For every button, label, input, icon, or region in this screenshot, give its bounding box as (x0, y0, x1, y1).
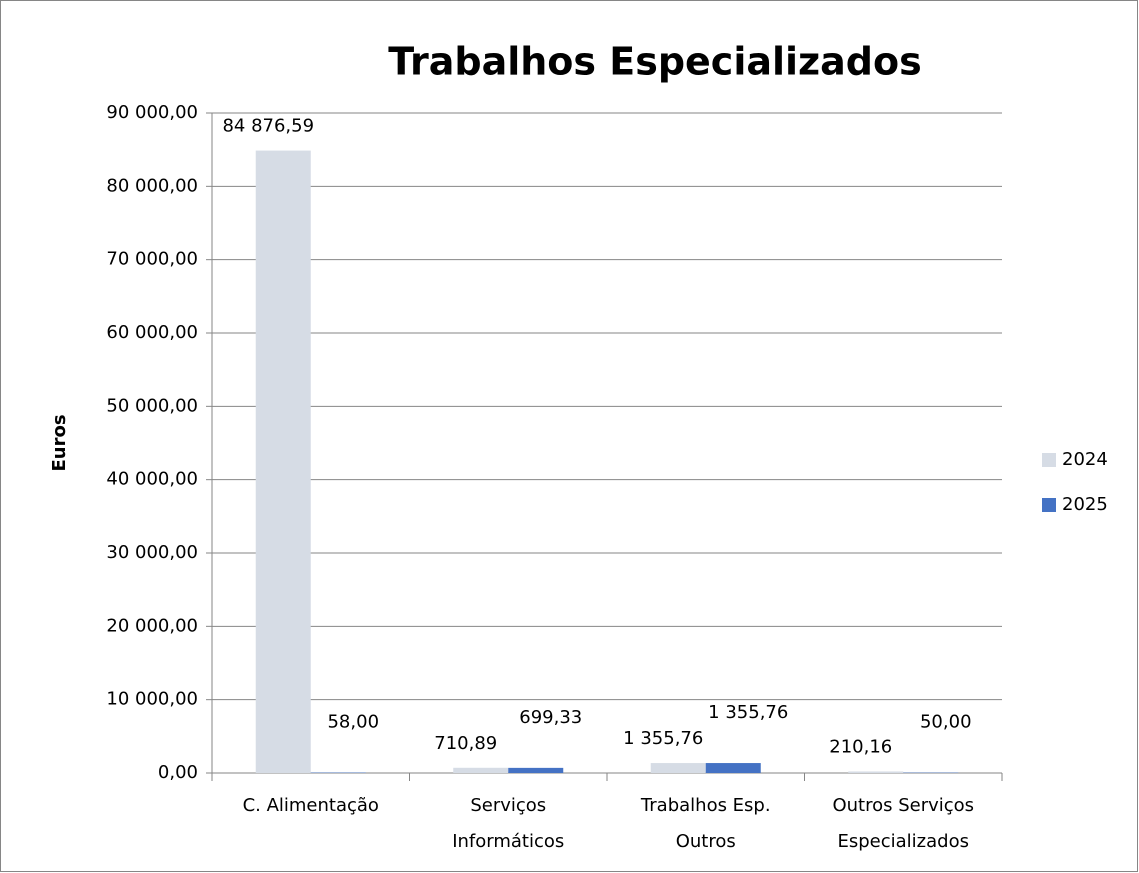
value-label: 50,00 (920, 712, 972, 733)
value-label: 1 355,76 (708, 702, 788, 723)
y-tick-label: 60 000,00 (106, 322, 198, 343)
legend-swatch (1042, 453, 1056, 467)
y-tick-label: 50 000,00 (106, 395, 198, 416)
y-tick-label: 10 000,00 (106, 689, 198, 710)
x-tick-label: Serviços Informáticos (452, 795, 564, 852)
bar (705, 763, 761, 773)
value-label: 84 876,59 (222, 116, 314, 137)
value-label: 699,33 (519, 707, 582, 728)
y-axis-label: Euros (49, 414, 70, 471)
bar (255, 150, 311, 774)
x-tick-label: Outros Serviços Especializados (832, 795, 974, 852)
bar (650, 763, 706, 773)
value-label: 58,00 (327, 712, 379, 733)
legend-swatch (1042, 498, 1056, 512)
x-tick-label: C. Alimentação (243, 795, 379, 816)
bar (848, 771, 904, 773)
legend-label: 2025 (1062, 494, 1108, 515)
legend-label: 2024 (1062, 449, 1108, 470)
value-label: 1 355,76 (623, 728, 703, 749)
y-tick-label: 40 000,00 (106, 469, 198, 490)
bar (453, 767, 509, 773)
y-tick-label: 30 000,00 (106, 542, 198, 563)
value-label: 210,16 (829, 736, 892, 757)
value-label: 710,89 (434, 733, 497, 754)
y-tick-label: 70 000,00 (106, 249, 198, 270)
bar (508, 767, 564, 773)
y-tick-label: 0,00 (158, 762, 198, 783)
x-tick-label: Trabalhos Esp. Outros (640, 795, 771, 852)
y-tick-label: 20 000,00 (106, 615, 198, 636)
y-tick-label: 80 000,00 (106, 175, 198, 196)
y-tick-label: 90 000,00 (106, 102, 198, 123)
chart-title: Trabalhos Especializados (388, 40, 921, 84)
